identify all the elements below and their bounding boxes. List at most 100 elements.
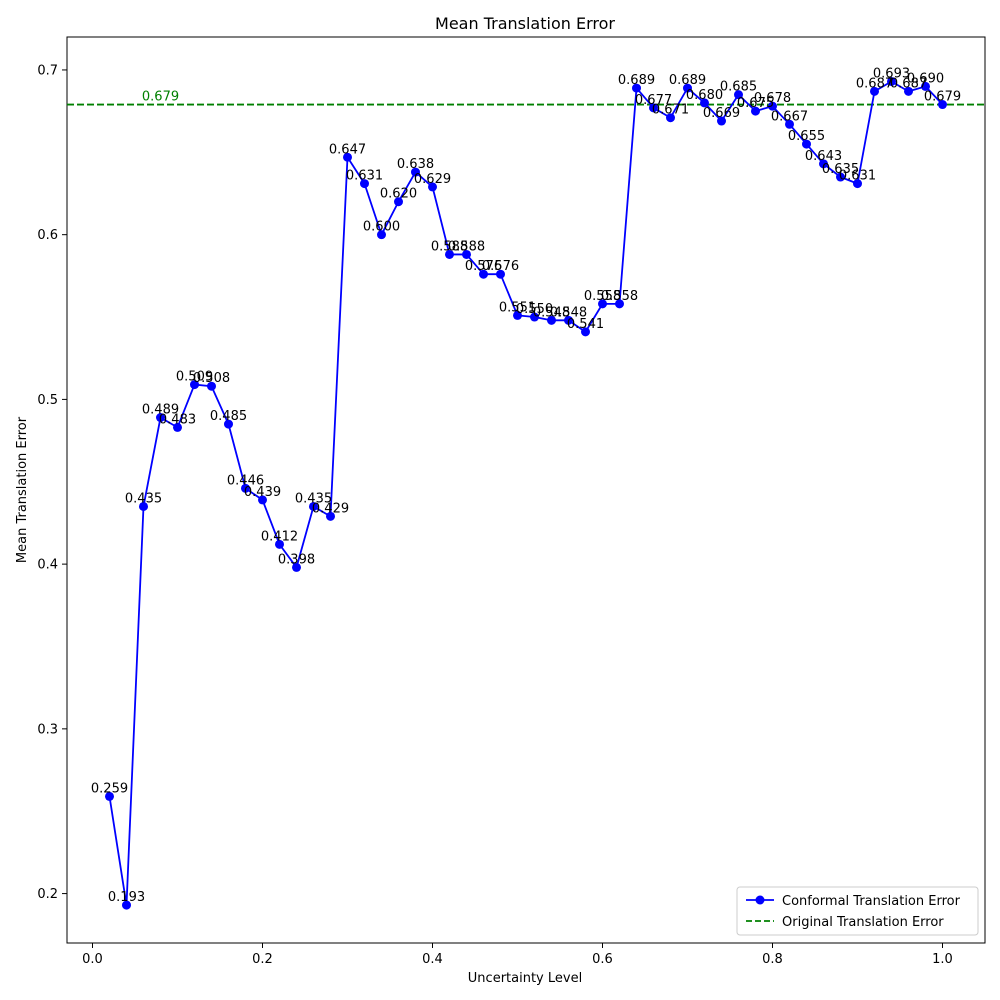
data-label: 0.541 xyxy=(567,317,604,332)
y-tick-label: 0.5 xyxy=(37,393,58,408)
y-tick-label: 0.2 xyxy=(37,887,58,902)
data-label: 0.398 xyxy=(278,552,315,567)
legend-marker-conformal xyxy=(755,895,765,905)
data-label: 0.655 xyxy=(788,129,825,144)
x-tick-label: 1.0 xyxy=(932,952,953,967)
data-label: 0.635 xyxy=(822,162,859,177)
data-label: 0.548 xyxy=(550,305,587,320)
data-label: 0.677 xyxy=(635,93,672,108)
data-point xyxy=(207,381,216,391)
data-point xyxy=(496,269,505,279)
data-point xyxy=(581,327,590,337)
data-point xyxy=(598,299,607,309)
data-label: 0.588 xyxy=(431,239,468,254)
data-point xyxy=(717,116,726,126)
data-point xyxy=(819,159,828,169)
data-point xyxy=(190,380,199,390)
data-point xyxy=(105,791,114,801)
data-point xyxy=(479,269,488,279)
data-label: 0.550 xyxy=(516,302,553,317)
data-label: 0.600 xyxy=(363,220,400,235)
data-point xyxy=(887,76,896,86)
data-label: 0.629 xyxy=(414,172,451,187)
data-point xyxy=(411,167,420,177)
data-label: 0.489 xyxy=(142,403,179,418)
chart-title: Mean Translation Error xyxy=(435,14,615,33)
data-label: 0.689 xyxy=(669,73,706,88)
data-label: 0.631 xyxy=(839,169,876,184)
data-label: 0.429 xyxy=(312,501,349,516)
data-point xyxy=(547,315,556,325)
data-label: 0.412 xyxy=(261,529,298,544)
data-label: 0.558 xyxy=(601,289,638,304)
data-point xyxy=(513,310,522,320)
data-label: 0.689 xyxy=(618,73,655,88)
data-label: 0.483 xyxy=(159,412,196,427)
data-point xyxy=(343,152,352,162)
data-label: 0.435 xyxy=(295,491,332,506)
data-point xyxy=(768,101,777,111)
data-label: 0.679 xyxy=(924,90,961,105)
data-label: 0.687 xyxy=(890,76,927,91)
data-label: 0.678 xyxy=(754,91,791,106)
plot-layer: 0.0 0.2 0.4 0.6 0.8 1.0 0.2 0.3 0.4 0.5 0.6 0.7 0.67… xyxy=(37,36,986,967)
data-point xyxy=(462,249,471,259)
data-point xyxy=(836,172,845,182)
x-axis-title: Uncertainty Level xyxy=(468,971,582,986)
legend: Conformal Translation Error Original Tra… xyxy=(736,886,979,936)
data-point xyxy=(683,83,692,93)
data-label: 0.508 xyxy=(193,371,230,386)
data-point xyxy=(377,230,386,240)
data-label: 0.551 xyxy=(499,300,536,315)
data-point xyxy=(394,197,403,207)
y-tick-label: 0.7 xyxy=(37,63,58,78)
data-point xyxy=(853,179,862,189)
data-label: 0.509 xyxy=(176,370,213,385)
data-label: 0.259 xyxy=(91,781,128,796)
x-tick-label: 0.8 xyxy=(762,952,783,967)
reference-line-label: 0.679 xyxy=(142,90,179,105)
data-point xyxy=(734,90,743,100)
data-point xyxy=(139,501,148,511)
data-label: 0.620 xyxy=(380,187,417,202)
data-label: 0.643 xyxy=(805,149,842,164)
data-point xyxy=(445,249,454,259)
plot-frame xyxy=(66,36,986,944)
data-point xyxy=(785,119,794,129)
data-label: 0.631 xyxy=(346,169,383,184)
x-tick-label: 0.4 xyxy=(422,952,443,967)
data-point xyxy=(122,900,131,910)
data-label: 0.548 xyxy=(533,305,570,320)
data-point xyxy=(241,483,250,493)
data-label: 0.675 xyxy=(737,96,774,111)
data-label: 0.693 xyxy=(873,66,910,81)
legend-label-original: Original Translation Error xyxy=(782,915,944,930)
y-axis-title: Mean Translation Error xyxy=(15,416,30,563)
data-label: 0.680 xyxy=(686,88,723,103)
data-point xyxy=(156,413,165,423)
y-tick-label: 0.6 xyxy=(37,228,58,243)
legend-label-conformal: Conformal Translation Error xyxy=(782,894,961,909)
data-point xyxy=(751,106,760,116)
data-point xyxy=(904,86,913,96)
data-label: 0.671 xyxy=(652,103,689,118)
data-label: 0.647 xyxy=(329,142,366,157)
data-point xyxy=(224,419,233,429)
data-point xyxy=(275,539,284,549)
data-label: 0.685 xyxy=(720,80,757,95)
legend-box xyxy=(736,886,979,936)
data-label: 0.576 xyxy=(465,259,502,274)
data-label: 0.669 xyxy=(703,106,740,121)
data-point xyxy=(870,86,879,96)
data-point xyxy=(632,83,641,93)
data-label: 0.485 xyxy=(210,409,247,424)
x-tick-label: 0.6 xyxy=(592,952,613,967)
data-point xyxy=(615,299,624,309)
data-point xyxy=(326,511,335,521)
data-label: 0.638 xyxy=(397,157,434,172)
x-tick-label: 0.0 xyxy=(82,952,103,967)
y-tick-label: 0.3 xyxy=(37,722,58,737)
data-label: 0.576 xyxy=(482,259,519,274)
data-point xyxy=(258,495,267,505)
data-point xyxy=(292,562,301,572)
